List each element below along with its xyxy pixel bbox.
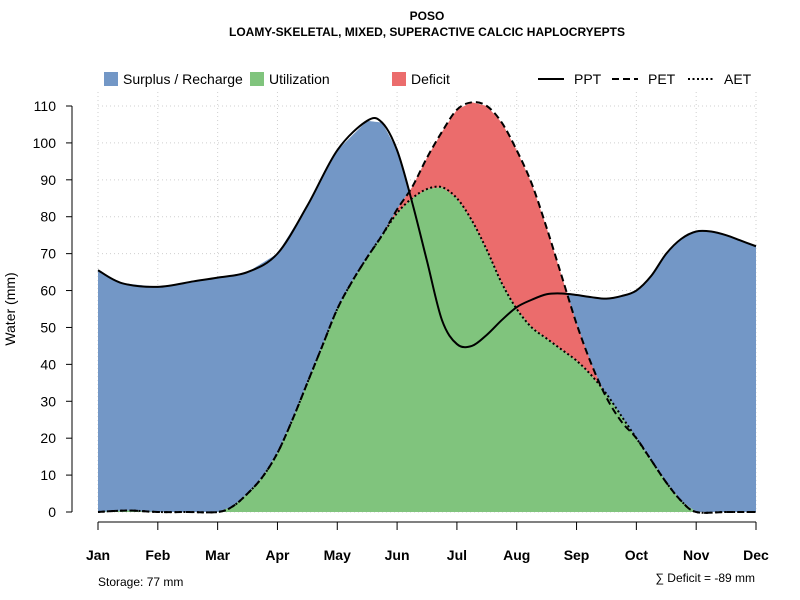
y-tick-label: 60 <box>40 283 56 299</box>
x-tick-label: Jun <box>385 547 410 563</box>
x-tick-label: Jan <box>86 547 110 563</box>
x-tick-label: Dec <box>743 547 769 563</box>
y-axis-label: Water (mm) <box>2 272 18 345</box>
legend-label: Deficit <box>411 71 450 87</box>
ppt-line <box>97 117 757 349</box>
deficit-area <box>383 102 602 389</box>
chart-title: POSO <box>410 9 445 23</box>
storage-text: Storage: 77 mm <box>98 575 183 589</box>
x-tick-label: Apr <box>265 547 290 563</box>
x-tick-label: Mar <box>205 547 230 563</box>
chart-subtitle: LOAMY-SKELETAL, MIXED, SUPERACTIVE CALCI… <box>229 25 625 39</box>
y-tick-label: 80 <box>40 209 56 225</box>
y-tick-label: 100 <box>33 135 57 151</box>
legend-label: PET <box>648 71 676 87</box>
area-fills <box>98 102 756 512</box>
y-tick-label: 0 <box>48 504 56 520</box>
legend: Surplus / Recharge Utilization Deficit PPT P… <box>104 71 752 87</box>
y-tick-label: 70 <box>40 246 56 262</box>
utilization-area <box>98 187 756 512</box>
y-tick-label: 40 <box>40 356 56 372</box>
series-lines <box>97 101 757 514</box>
x-tick-label: Sep <box>564 547 590 563</box>
y-tick-label: 20 <box>40 430 56 446</box>
x-tick-label: Jul <box>447 547 467 563</box>
y-tick-label: 10 <box>40 467 56 483</box>
deficit-total-text: ∑ Deficit = -89 mm <box>655 571 755 585</box>
x-tick-label: Aug <box>503 547 530 563</box>
legend-swatch <box>104 72 118 86</box>
legend-swatch <box>250 72 264 86</box>
legend-label: Surplus / Recharge <box>123 71 243 87</box>
y-tick-label: 90 <box>40 172 56 188</box>
legend-label: AET <box>724 71 752 87</box>
x-tick-label: Oct <box>625 547 649 563</box>
x-tick-label: Feb <box>145 547 170 563</box>
y-tick-label: 50 <box>40 319 56 335</box>
legend-swatch <box>392 72 406 86</box>
axes: 0 10 20 30 40 50 60 70 80 90 100 110 Jan Feb Mar Apr May… <box>33 98 769 563</box>
x-tick-label: May <box>324 547 351 563</box>
y-tick-label: 110 <box>34 98 57 114</box>
y-tick-label: 30 <box>40 393 56 409</box>
x-tick-label: Nov <box>683 547 710 563</box>
legend-label: Utilization <box>269 71 330 87</box>
legend-label: PPT <box>574 71 602 87</box>
surplus-area <box>98 120 756 512</box>
